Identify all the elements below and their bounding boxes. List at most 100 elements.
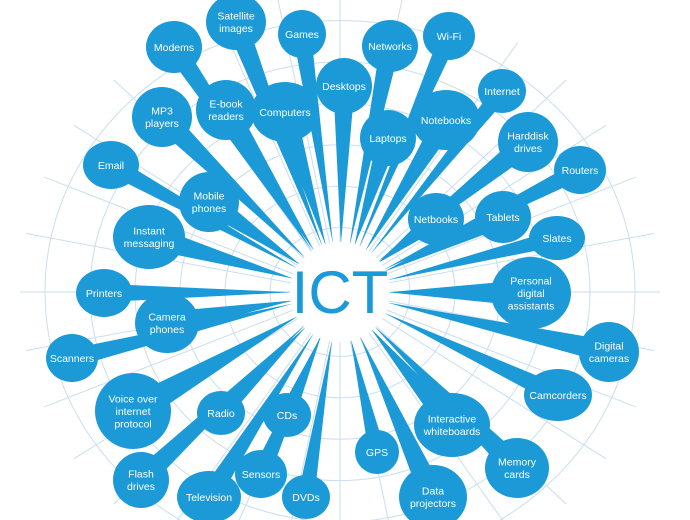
label-harddisk-drives: Harddisk drives (507, 131, 549, 156)
label-slates: Slates (542, 233, 571, 245)
grid-ray (291, 291, 341, 520)
label-instant-messaging: Instant messaging (124, 226, 175, 251)
bubbles: Modems Satellite images Games Networks Wi-Fi E… (46, 0, 639, 520)
bubble-shape-wi-fi (423, 12, 475, 60)
spoke-digital-cameras (386, 302, 612, 364)
spoke-computers (274, 108, 326, 247)
bubble-networks: Networks (362, 20, 418, 72)
grid-ray (44, 291, 341, 408)
bubble-shape-scanners (46, 334, 98, 382)
bubble-tablets: Tablets (475, 191, 531, 243)
label-television: Television (186, 492, 232, 504)
bubble-wi-fi: Wi-Fi (423, 12, 475, 60)
label-satellite-images: Satellite images (217, 11, 255, 35)
bubble-shape-digital-cameras (579, 322, 639, 382)
bubble-shape-mobile-phones (179, 172, 239, 232)
bubble-flash-drives: Flash drives (113, 452, 169, 508)
bubble-shape-gps (355, 430, 399, 474)
label-flash-drives: Flash drives (127, 469, 155, 494)
bubble-shape-memory-cards (485, 438, 549, 498)
grid-ray (339, 291, 607, 460)
bubble-personal-digital-assistants: Personal digital assistants (491, 257, 571, 329)
spoke-television (200, 332, 315, 503)
bubble-notebooks: Notebooks (412, 90, 480, 150)
label-computers: Computers (259, 107, 310, 119)
bubble-camcorders: Camcorders (524, 369, 592, 421)
bubble-routers: Routers (554, 146, 606, 194)
bubble-gps: GPS (355, 430, 399, 474)
label-personal-digital-assistants: Personal digital assistants (508, 275, 555, 312)
spoke-notebooks (365, 114, 456, 252)
bubble-shape-interactive-whiteboards (414, 393, 490, 457)
label-digital-cameras: Digital cameras (589, 341, 629, 366)
bubble-shape-tablets (475, 191, 531, 243)
bubble-shape-modems (146, 21, 202, 73)
label-camera-phones: Camera phones (148, 312, 186, 337)
spoke-games (292, 32, 334, 245)
bubble-memory-cards: Memory cards (485, 438, 549, 498)
bubble-dvds: DVDs (282, 475, 330, 519)
label-dvds: DVDs (292, 492, 319, 504)
label-cds: CDs (277, 410, 297, 422)
bubble-instant-messaging: Instant messaging (113, 205, 185, 269)
bubble-mp3-players: MP3 players (132, 87, 192, 147)
bubble-shape-netbooks (408, 193, 464, 245)
bubble-data-projectors: Data projectors (399, 465, 467, 520)
bubble-email: Email (83, 141, 139, 189)
bubble-shape-games (278, 10, 326, 58)
label-notebooks: Notebooks (421, 115, 471, 127)
bubble-shape-routers (554, 146, 606, 194)
label-wi-fi: Wi-Fi (437, 31, 462, 43)
label-mp3-players: MP3 players (145, 106, 179, 131)
bubble-shape-cds (263, 393, 311, 437)
label-e-book-readers: E-book readers (208, 99, 244, 124)
spoke-data-projectors (359, 335, 445, 503)
center-circle (290, 242, 390, 342)
label-mobile-phones: Mobile phones (192, 191, 226, 216)
spoke-slates (386, 229, 560, 281)
bubble-shape-desktops (316, 58, 372, 114)
label-internet: Internet (484, 86, 520, 98)
bubble-laptops: Laptops (360, 110, 416, 166)
label-tablets: Tablets (486, 212, 519, 224)
bubble-scanners: Scanners (46, 334, 98, 382)
spoke-desktops (333, 85, 355, 245)
bubble-shape-dvds (282, 475, 330, 519)
label-radio: Radio (207, 408, 235, 420)
bubble-digital-cameras: Digital cameras (579, 322, 639, 382)
bubble-television: Television (177, 471, 241, 520)
spoke-camcorders (383, 312, 563, 404)
bubble-modems: Modems (146, 21, 202, 73)
bubble-shape-flash-drives (113, 452, 169, 508)
label-scanners: Scanners (50, 353, 94, 365)
bubble-shape-mp3-players (132, 87, 192, 147)
label-voice-over-internet-protocol: Voice over internet protocol (108, 393, 158, 430)
bubble-shape-printers (76, 269, 132, 317)
bubble-radio: Radio (197, 391, 245, 435)
bubble-netbooks: Netbooks (408, 193, 464, 245)
spoke-dvds (297, 339, 333, 499)
bubble-shape-camera-phones (135, 293, 199, 353)
grid-ray (26, 232, 341, 293)
bubble-shape-sensors (235, 450, 287, 498)
bubble-slates: Slates (529, 216, 585, 260)
label-modems: Modems (154, 42, 194, 54)
label-routers: Routers (562, 165, 599, 177)
bubble-shape-harddisk-drives (498, 112, 558, 172)
bubble-harddisk-drives: Harddisk drives (498, 112, 558, 172)
bubble-computers: Computers (251, 82, 319, 142)
bubble-shape-laptops (360, 110, 416, 166)
spoke-printers (103, 283, 293, 303)
bubble-shape-personal-digital-assistants (491, 257, 571, 329)
bubble-shape-email (83, 141, 139, 189)
bubble-printers: Printers (76, 269, 132, 317)
grid-ray (339, 232, 654, 293)
center-label: ICT (292, 259, 389, 326)
bubble-sensors: Sensors (235, 450, 287, 498)
label-gps: GPS (366, 447, 388, 459)
bubble-mobile-phones: Mobile phones (179, 172, 239, 232)
bubble-satellite-images: Satellite images (206, 0, 266, 50)
bubble-shape-networks (362, 20, 418, 72)
